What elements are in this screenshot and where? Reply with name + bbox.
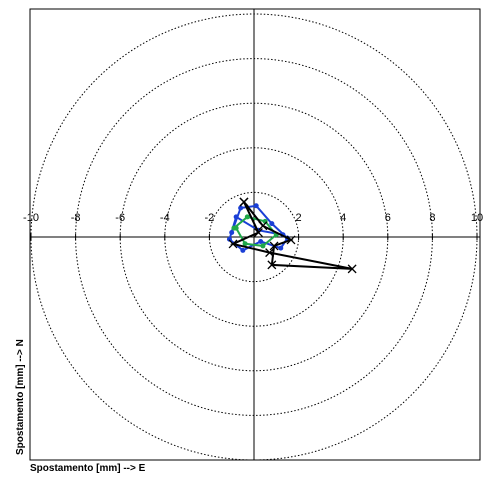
point-marker xyxy=(239,197,249,207)
point-marker xyxy=(267,260,277,270)
label-layer: -10 -8 -6 -4 -2 2 4 6 8 10 xyxy=(23,212,483,240)
point-marker xyxy=(244,214,250,220)
x-tick-label: -2 xyxy=(205,212,215,224)
point-marker xyxy=(286,235,296,245)
point-marker xyxy=(347,264,357,274)
point-marker xyxy=(278,245,284,251)
x-tick-label: 6 xyxy=(385,212,391,224)
x-tick-label: -6 xyxy=(115,212,125,224)
point-marker xyxy=(260,243,266,249)
point-marker xyxy=(233,225,239,231)
x-tick-label: 4 xyxy=(340,212,346,224)
y-axis-title: Spostamento [mm] --> N xyxy=(15,339,26,455)
series-line xyxy=(228,204,289,252)
point-marker xyxy=(242,241,248,247)
point-marker xyxy=(269,221,275,227)
point-marker xyxy=(265,248,275,258)
x-axis-title: Spostamento [mm] --> E xyxy=(30,463,146,474)
point-marker xyxy=(258,221,268,231)
point-marker xyxy=(269,241,279,251)
x-tick-label: -10 xyxy=(23,212,39,224)
point-marker xyxy=(228,239,238,249)
x-tick-label: 10 xyxy=(471,212,483,224)
point-marker xyxy=(254,228,263,237)
point-marker xyxy=(233,214,239,220)
point-marker xyxy=(253,203,259,209)
point-marker xyxy=(226,236,232,242)
point-marker xyxy=(240,247,246,253)
x-tick-label: -8 xyxy=(71,212,81,224)
point-marker xyxy=(258,238,264,244)
data-layer xyxy=(226,197,357,274)
x-tick-label: 2 xyxy=(296,212,302,224)
x-tick-label: -4 xyxy=(160,212,170,224)
point-marker xyxy=(229,230,235,236)
point-marker xyxy=(238,205,244,211)
series-line xyxy=(229,201,353,270)
x-tick-label: 8 xyxy=(429,212,435,224)
